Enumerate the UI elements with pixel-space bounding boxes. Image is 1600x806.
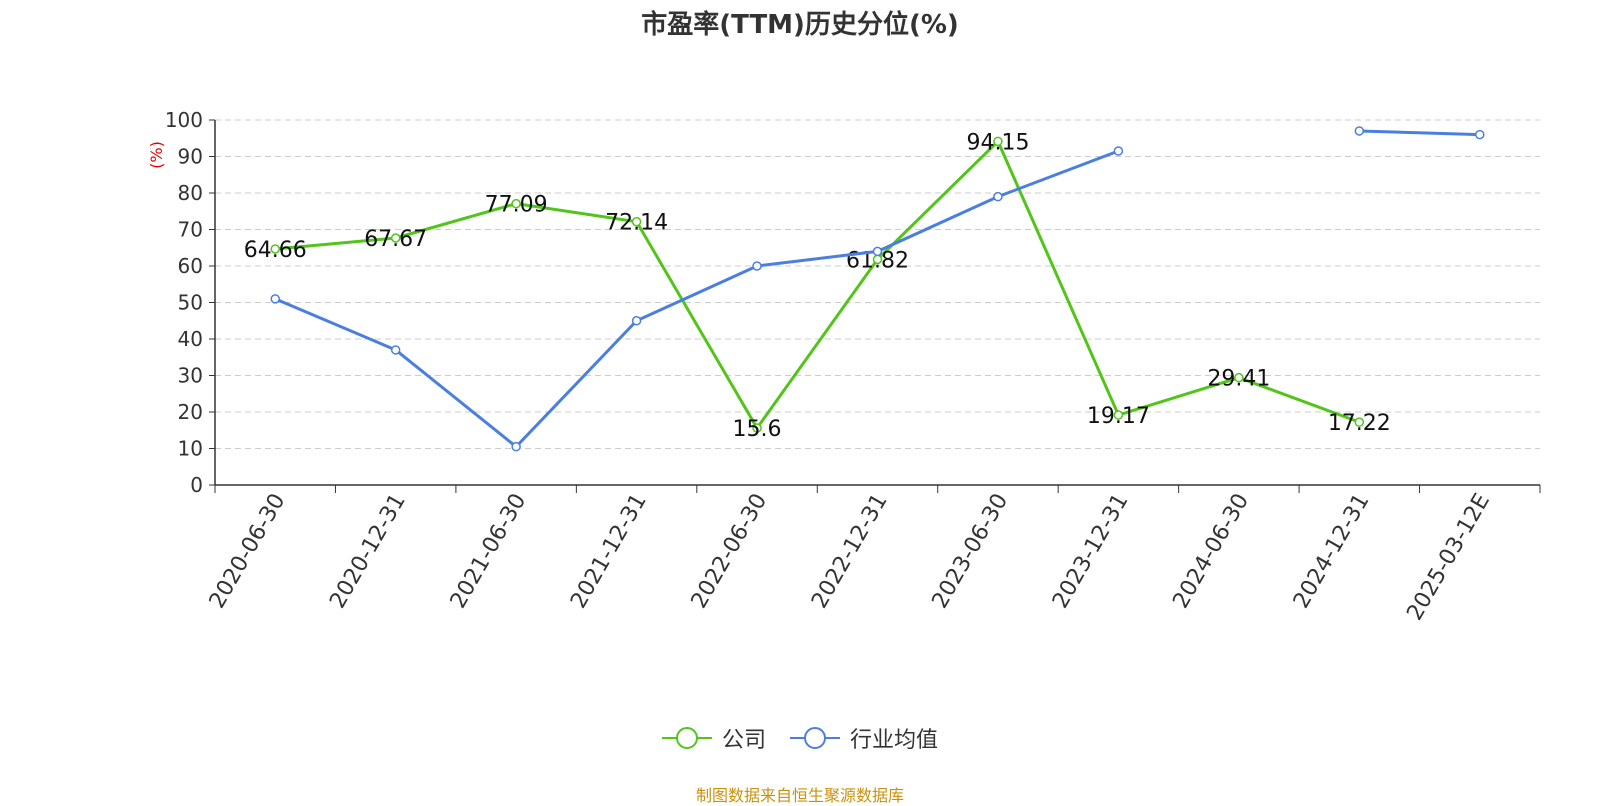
point-company [270,244,280,254]
y-axis-label: (%) [147,141,166,169]
data-label: 17.22 [1328,411,1391,436]
chart-title: 市盈率(TTM)历史分位(%) [641,10,959,40]
point-industry [631,316,642,326]
y-tick-label: 10 [178,437,203,461]
x-tick-label: 2022-06-30 [687,490,773,613]
point-industry [1475,129,1485,140]
x-tick-label: 2020-12-31 [325,490,411,613]
point-industry [270,294,280,304]
data-label: 15.6 [733,417,782,442]
x-tick-label: 2023-12-31 [1048,490,1134,613]
y-tick-label: 0 [190,473,203,497]
x-tick-label: 2025-03-12E [1402,490,1495,625]
data-label: 77.09 [485,193,548,218]
legend-marker-company [661,727,712,749]
series-line-industry [274,149,1119,449]
point-industry [390,345,401,355]
x-tick-label: 2021-12-31 [566,490,652,613]
x-tick-label: 2023-06-30 [928,490,1014,613]
y-tick-label: 60 [178,254,203,278]
point-company [390,233,401,243]
legend-item-company[interactable]: 公司 [661,722,766,754]
data-label: 19.17 [1087,404,1150,429]
y-tick-label: 40 [178,327,203,351]
y-tick-label: 50 [178,291,203,315]
data-label: 72.14 [605,211,668,236]
data-label: 64.66 [244,238,307,263]
y-tick-label: 80 [178,181,203,205]
x-tick-label: 2022-12-31 [807,490,893,613]
x-tick-label: 2024-12-31 [1289,490,1375,613]
y-tick-label: 100 [165,108,203,132]
y-tick-label: 20 [178,400,203,424]
source-note: 制图数据来自恒生聚源数据库 [695,786,904,805]
series-line-industry [1359,129,1480,137]
point-industry [872,246,883,257]
legend: 公司 行业均值 [0,722,1600,754]
point-industry [511,441,521,452]
x-tick-label: 2021-06-30 [446,490,532,613]
point-company [1113,410,1124,420]
data-label: 67.67 [364,227,427,252]
point-industry [752,261,762,271]
y-tick-label: 70 [178,218,203,242]
point-company [752,423,762,433]
y-tick-label: 90 [178,145,203,169]
point-company [1234,372,1244,383]
point-industry [993,191,1003,202]
legend-label-industry: 行业均值 [850,728,939,753]
legend-label-company: 公司 [721,728,766,753]
series-line-company [275,139,1360,430]
point-industry [1113,146,1124,156]
data-label: 29.41 [1207,367,1270,392]
data-label: 94.15 [966,130,1029,155]
point-company [993,136,1003,147]
point-industry [1354,126,1365,136]
point-company [1354,417,1365,427]
legend-marker-industry [790,727,840,749]
point-company [511,198,521,209]
y-tick-label: 30 [178,364,203,388]
point-company [631,216,642,227]
x-tick-label: 2020-06-30 [205,490,291,613]
legend-item-industry[interactable]: 行业均值 [790,722,938,754]
x-tick-label: 2024-06-30 [1168,490,1254,613]
